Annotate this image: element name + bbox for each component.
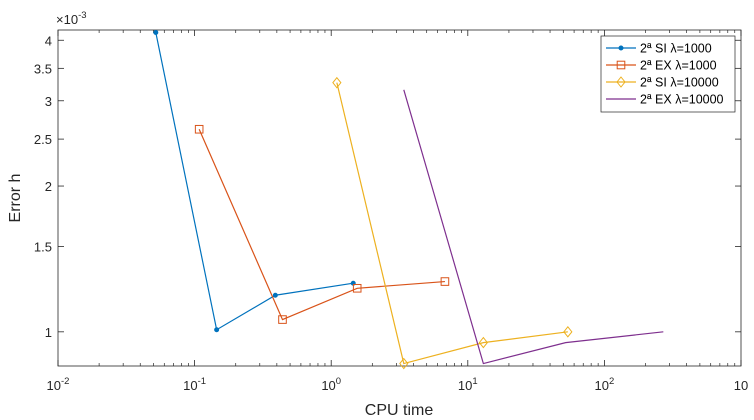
data-point <box>478 336 489 349</box>
series-4 <box>403 89 664 365</box>
series-3 <box>332 76 573 370</box>
legend-label: 2ª EX λ=1000 <box>640 59 717 73</box>
legend-entry: 2ª SI λ=1000 <box>606 42 712 56</box>
y-axis-label: Error h <box>7 174 24 223</box>
legend-marker <box>618 45 624 51</box>
legend-label: 2ª SI λ=1000 <box>640 42 712 56</box>
legend-label: 2ª EX λ=10000 <box>640 93 724 107</box>
x-tick-label: 10-2 <box>47 376 70 393</box>
x-tick-label: 100 <box>321 376 341 393</box>
x-axis-label: CPU time <box>365 402 434 419</box>
data-point <box>153 30 159 36</box>
legend-marker <box>616 76 626 88</box>
y-tick-label: 3 <box>45 94 52 109</box>
data-point <box>399 357 409 370</box>
legend-entry: 2ª EX λ=10000 <box>606 93 724 107</box>
x-tick-label: 10 <box>734 378 748 393</box>
x-tick-label: 10-1 <box>183 376 206 393</box>
legend-marker <box>616 60 626 70</box>
data-point <box>272 292 278 298</box>
data-point <box>194 124 204 134</box>
series-line <box>198 129 445 321</box>
y-axis-exponent: ×10-3 <box>56 10 87 27</box>
series-line <box>155 32 354 331</box>
data-point <box>214 327 220 333</box>
y-tick-label: 1 <box>45 325 52 340</box>
data-point <box>563 326 573 338</box>
y-tick-label: 1.5 <box>34 240 52 255</box>
series-line <box>403 89 664 365</box>
y-tick-label: 4 <box>45 33 52 48</box>
y-tick-label: 2.5 <box>34 132 52 147</box>
data-point <box>332 76 342 89</box>
legend-entry: 2ª EX λ=1000 <box>606 59 717 73</box>
series-layer <box>153 30 664 370</box>
series-1 <box>153 30 356 333</box>
x-tick-label: 101 <box>458 376 478 393</box>
series-2 <box>194 124 450 324</box>
series-line <box>336 82 568 365</box>
legend: 2ª SI λ=1000 2ª EX λ=1000 2ª SI λ=10000 2ª … <box>600 35 736 113</box>
legend-label: 2ª SI λ=10000 <box>640 76 719 90</box>
x-tick-label: 102 <box>595 376 615 393</box>
y-tick-label: 2 <box>45 179 52 194</box>
y-tick-label: 3.5 <box>34 61 52 76</box>
data-point <box>352 283 362 293</box>
data-point <box>278 315 287 324</box>
data-point <box>440 277 450 286</box>
legend-entry: 2ª SI λ=10000 <box>606 76 719 90</box>
